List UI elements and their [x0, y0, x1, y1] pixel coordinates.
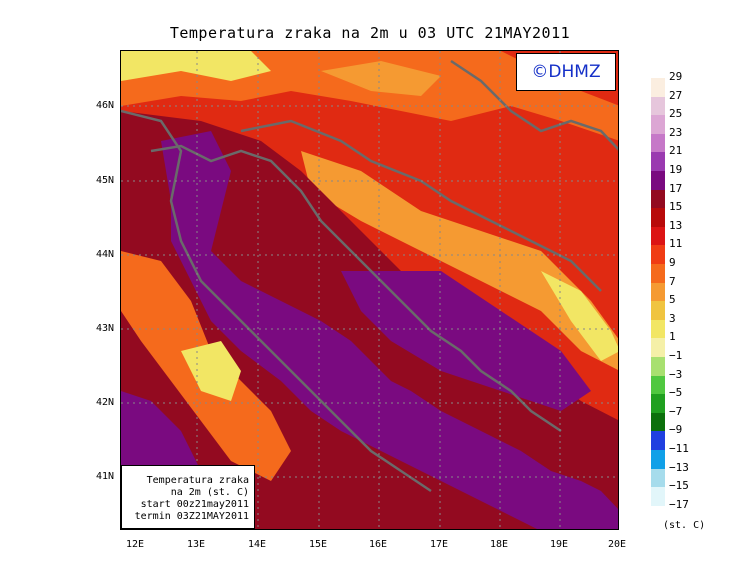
info-line-2: na 2m (st. C): [170, 487, 249, 498]
legend-label: −3: [669, 367, 683, 381]
lon-label: 20E: [607, 539, 627, 550]
info-line-1: Temperatura zraka: [146, 475, 249, 486]
legend-label: 23: [669, 125, 683, 139]
legend-label: 27: [669, 88, 683, 102]
legend-swatch: [651, 319, 665, 339]
legend-swatch: [651, 264, 665, 283]
lon-label: 17E: [429, 539, 449, 550]
legend-swatch: [651, 133, 665, 153]
lat-label: 41N: [95, 471, 114, 482]
legend-label: 9: [669, 256, 676, 269]
field-yellow-nw: [121, 51, 271, 81]
legend-swatch: [651, 450, 665, 469]
info-box: Temperatura zraka na 2m (st. C) start 00…: [121, 465, 255, 529]
legend-unit: (st. C): [663, 520, 706, 531]
field-adriatic-purple: [161, 131, 618, 529]
legend-swatch: [651, 171, 665, 190]
legend-swatch: [651, 189, 665, 209]
lon-label: 15E: [308, 539, 328, 550]
temperature-field: [121, 51, 618, 529]
legend-swatch: [651, 468, 665, 488]
info-line-4: termin 03Z21MAY2011: [134, 511, 249, 522]
legend-swatch: [651, 431, 665, 450]
dhmz-logo: ©DHMZ: [516, 53, 616, 91]
field-purple-east: [341, 271, 591, 411]
lat-label: 44N: [95, 249, 114, 260]
lon-label: 18E: [489, 539, 509, 550]
grid: [121, 51, 618, 529]
lon-label: 14E: [247, 539, 267, 550]
legend-label: 19: [669, 163, 683, 176]
coastline-italy: [121, 109, 432, 493]
legend-label: −15: [669, 479, 689, 493]
legend-swatch: [651, 245, 665, 264]
legend-swatch: [651, 394, 665, 413]
legend-swatch: [651, 357, 665, 376]
legend-label: −13: [669, 460, 689, 474]
lon-label: 19E: [549, 539, 569, 550]
legend-swatch: [651, 208, 665, 227]
legend-swatch: [651, 487, 665, 506]
legend-label: 3: [669, 311, 676, 325]
legend-label: −5: [669, 386, 683, 400]
field-orange-north: [321, 61, 441, 96]
legend-swatch: [651, 115, 665, 134]
legend-label: −17: [669, 497, 689, 511]
coastline-croatia: [150, 144, 562, 433]
legend-label: 11: [669, 237, 683, 251]
info-line-3: start 00z21may2011: [140, 499, 249, 510]
lat-label: 43N: [95, 323, 114, 334]
lon-label: 16E: [368, 539, 388, 550]
legend-label: −11: [669, 442, 689, 455]
border-inland: [240, 119, 602, 292]
field-ridge-orange: [301, 151, 618, 370]
legend-label: 13: [669, 218, 683, 232]
legend-label: 7: [669, 274, 676, 288]
legend-label: 21: [669, 144, 683, 158]
legend-swatch: [651, 375, 665, 395]
legend-swatch: [651, 301, 665, 320]
legend-swatch: [651, 78, 665, 97]
lon-label: 13E: [186, 539, 206, 550]
legend-label: 1: [669, 330, 676, 344]
legend-label: 15: [669, 200, 683, 214]
border-north: [450, 59, 618, 151]
lon-label: 12E: [125, 539, 145, 550]
legend-label: 5: [669, 293, 676, 307]
legend-label: −7: [669, 404, 683, 418]
legend-label: 25: [669, 107, 683, 121]
lat-label: 46N: [95, 100, 114, 111]
legend-label: 17: [669, 181, 683, 195]
legend-label: −1: [669, 349, 683, 362]
legend-swatch: [651, 282, 665, 302]
field-ridge-yellow: [541, 271, 618, 361]
lat-label: 45N: [95, 175, 114, 186]
legend-swatch: [651, 152, 665, 171]
legend-label: −9: [669, 423, 683, 437]
legend-label: 29: [669, 70, 683, 83]
legend-swatch: [651, 96, 665, 116]
temperature-map: [120, 50, 619, 530]
legend-swatch: [651, 226, 665, 246]
field-italy-yellow: [181, 341, 241, 401]
legend-swatch: [651, 338, 665, 357]
legend-swatch: [651, 412, 665, 432]
map-title: Temperatura zraka na 2m u 03 UTC 21MAY20…: [169, 24, 571, 42]
lat-label: 42N: [95, 397, 114, 408]
